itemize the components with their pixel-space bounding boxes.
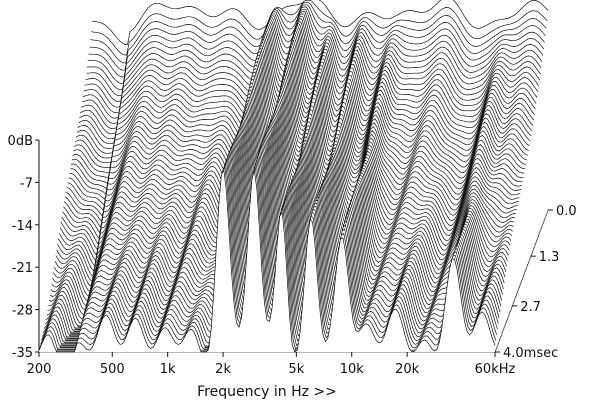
y-tick-label: 0dB xyxy=(8,134,33,149)
slice-line xyxy=(40,162,498,348)
slice-line xyxy=(81,24,539,124)
slice-line xyxy=(67,80,524,211)
slice-line xyxy=(42,152,500,342)
slice-fill xyxy=(39,170,495,352)
slice-line xyxy=(42,155,499,344)
slice-line xyxy=(63,96,520,240)
slice-line xyxy=(86,13,543,97)
slice-line xyxy=(86,11,544,91)
y-tick-label: -7 xyxy=(20,176,33,191)
x-axis-ticks: 200 500 1k 2k 5k 10k 20k 60kHz xyxy=(27,352,516,377)
slice-line xyxy=(41,159,498,346)
slice-line xyxy=(62,99,519,245)
slice-line xyxy=(71,62,528,184)
z-tick-label: 1.3 xyxy=(539,250,560,265)
y-tick-label: -21 xyxy=(12,261,33,276)
slice-line xyxy=(91,0,549,45)
slice-line xyxy=(68,76,525,206)
z-tick-label: 4.0msec xyxy=(503,346,558,361)
slice-line xyxy=(43,149,501,339)
slice-line xyxy=(38,169,496,353)
slice-line xyxy=(65,87,522,223)
slice-line xyxy=(78,35,535,145)
slice-line xyxy=(76,41,534,154)
z-axis-ticks: 0.0 1.3 2.7 4.0msec xyxy=(495,204,577,361)
slice-line xyxy=(82,22,539,119)
slice-fill xyxy=(49,135,506,325)
slice-line xyxy=(45,144,503,335)
y-tick-label: -14 xyxy=(12,219,33,234)
x-tick-label: 60kHz xyxy=(475,362,516,377)
waterfall-slices xyxy=(38,0,549,353)
slice-line xyxy=(72,59,529,179)
slice-line xyxy=(75,45,533,159)
y-axis-ticks: 0dB -7 -14 -21 -28 -35 xyxy=(8,134,39,361)
x-tick-label: 500 xyxy=(100,362,125,377)
y-tick-label: -28 xyxy=(12,304,33,319)
x-tick-label: 2k xyxy=(215,362,231,377)
x-tick-label: 5k xyxy=(288,362,304,377)
slice-line xyxy=(75,48,532,164)
slice-line xyxy=(87,8,545,84)
slice-line xyxy=(91,0,548,56)
slice-line xyxy=(64,90,522,228)
slice-line xyxy=(85,15,542,102)
x-tick-label: 200 xyxy=(27,362,52,377)
y-tick-label: -35 xyxy=(12,346,33,361)
slice-line xyxy=(77,38,534,149)
z-tick-label: 2.7 xyxy=(520,300,541,315)
slice-line xyxy=(44,147,502,337)
slice-line xyxy=(69,73,526,200)
slice-line xyxy=(80,29,537,135)
slice-line xyxy=(73,55,530,174)
slice-line xyxy=(88,6,545,78)
slice-line xyxy=(66,83,523,217)
slice-line xyxy=(89,4,546,71)
slice-fill xyxy=(49,133,506,323)
slice-line xyxy=(74,52,531,169)
slice-line xyxy=(90,2,547,64)
slice-line xyxy=(79,32,536,140)
slice-line xyxy=(60,105,517,256)
slice-line xyxy=(83,19,540,114)
x-tick-label: 20k xyxy=(395,362,420,377)
x-axis-label: Frequency in Hz >> xyxy=(197,384,337,400)
slice-line xyxy=(70,69,527,195)
x-tick-label: 1k xyxy=(160,362,176,377)
slice-line xyxy=(70,66,528,190)
slice-line xyxy=(80,26,538,129)
x-tick-label: 10k xyxy=(340,362,365,377)
slice-line xyxy=(63,93,521,234)
slice-line xyxy=(39,165,497,351)
slice-line xyxy=(84,17,541,108)
slice-line xyxy=(61,102,518,251)
z-tick-label: 0.0 xyxy=(556,204,577,219)
